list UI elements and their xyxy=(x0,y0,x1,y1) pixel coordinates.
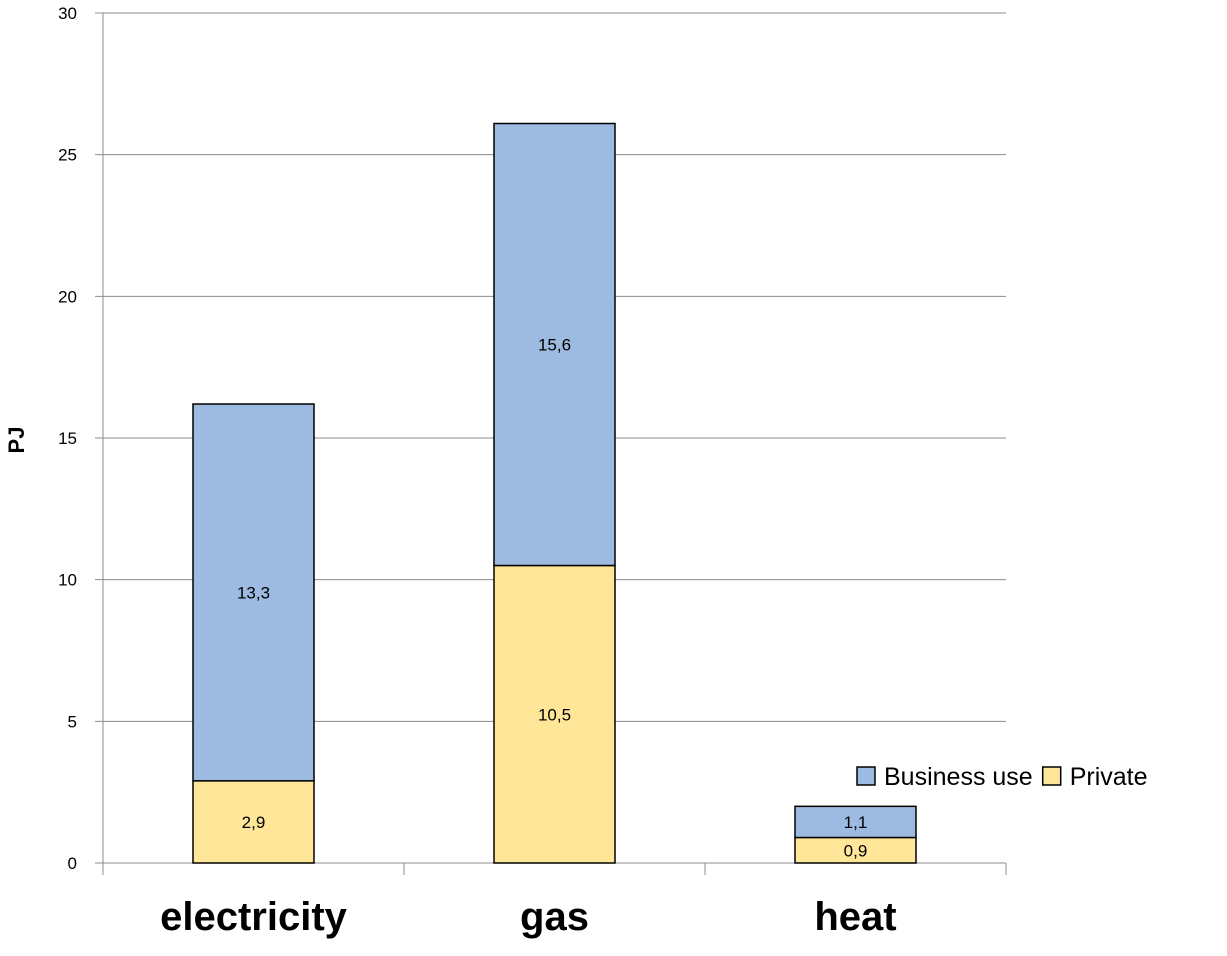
legend-swatch-private xyxy=(1041,766,1062,786)
data-label: 10,5 xyxy=(538,705,571,724)
y-tick-label: 30 xyxy=(58,4,77,23)
data-label: 15,6 xyxy=(538,336,571,355)
legend-label: Business use xyxy=(884,763,1033,791)
data-label: 0,9 xyxy=(844,841,868,860)
legend: Business use Private xyxy=(856,763,1148,791)
y-tick-label: 10 xyxy=(58,571,77,590)
legend-label: Private xyxy=(1070,763,1148,791)
bars-layer xyxy=(192,122,917,864)
y-axis-title: PJ xyxy=(4,427,29,454)
y-tick-label: 20 xyxy=(58,287,77,306)
bar-gas-private xyxy=(493,564,616,864)
y-tick-label: 0 xyxy=(68,854,77,873)
bar-electricity-business-use xyxy=(192,403,315,782)
bar-heat-business-use xyxy=(794,805,917,839)
y-tick-label: 5 xyxy=(68,712,77,731)
category-label-electricity: electricity xyxy=(160,895,348,939)
bar-heat-private xyxy=(794,836,917,864)
category-label-gas: gas xyxy=(520,895,589,939)
bar-gas-business-use xyxy=(493,122,616,567)
bar-electricity-private xyxy=(192,780,315,864)
category-label-heat: heat xyxy=(814,895,896,939)
data-label: 13,3 xyxy=(237,583,270,602)
y-tick-label: 15 xyxy=(58,429,77,448)
y-tick-label: 25 xyxy=(58,146,77,165)
data-label: 2,9 xyxy=(242,813,266,832)
data-label: 1,1 xyxy=(844,813,868,832)
labels-layer: 2,9 13,3 electricity 10,5 15,6 gas 0,9 1,1 heat xyxy=(160,336,897,940)
axis-layer: 0 5 10 15 20 25 30 xyxy=(58,4,1007,875)
legend-swatch-business-use xyxy=(856,766,876,786)
